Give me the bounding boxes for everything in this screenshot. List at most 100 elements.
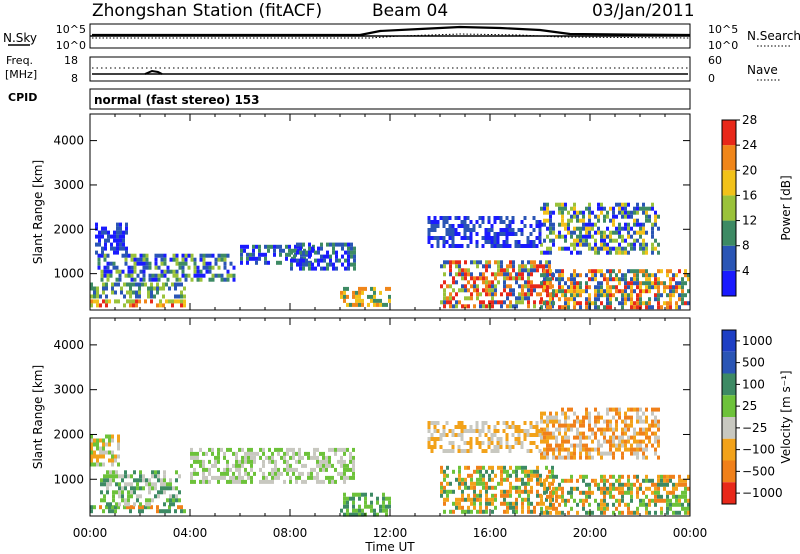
heatmap-cell (558, 452, 561, 456)
heatmap-cell (621, 203, 624, 207)
heatmap-cell (654, 297, 657, 301)
heatmap-cell (320, 259, 323, 263)
heatmap-cell (156, 291, 159, 295)
heatmap-cell (561, 293, 564, 297)
heatmap-cell (512, 433, 515, 437)
heatmap-cell (165, 509, 168, 513)
heatmap-cell (280, 472, 283, 476)
heatmap-cell (340, 291, 343, 295)
heatmap-cell (555, 277, 558, 281)
heatmap-cell (654, 440, 657, 444)
heatmap-cell (561, 424, 564, 428)
heatmap-cell (274, 448, 277, 452)
heatmap-cell (597, 247, 600, 251)
heatmap-cell (143, 266, 146, 270)
heatmap-cell (555, 456, 558, 460)
heatmap-cell (573, 227, 576, 231)
heatmap-cell (558, 456, 561, 460)
heatmap-cell (105, 287, 108, 291)
heatmap-cell (467, 244, 470, 248)
heatmap-cell (645, 420, 648, 424)
heatmap-cell (675, 273, 678, 277)
heatmap-cell (651, 223, 654, 227)
heatmap-cell (603, 428, 606, 432)
heatmap-cell (546, 251, 549, 255)
heatmap-cell (633, 483, 636, 487)
heatmap-cell (591, 448, 594, 452)
heatmap-cell (112, 498, 115, 502)
heatmap-cell (143, 254, 146, 258)
heatmap-cell (166, 498, 169, 502)
heatmap-cell (654, 420, 657, 424)
heatmap-cell (612, 223, 615, 227)
heatmap-cell (527, 244, 530, 248)
heatmap-cell (558, 483, 561, 487)
heatmap-cell (579, 452, 582, 456)
heatmap-cell (119, 239, 122, 243)
heatmap-cell (349, 497, 352, 501)
colorbar-swatch (722, 271, 736, 296)
heatmap-cell (205, 476, 208, 480)
heatmap-cell (98, 258, 101, 262)
heatmap-cell (259, 468, 262, 472)
heatmap-cell (515, 429, 518, 433)
heatmap-cell (108, 439, 111, 443)
heatmap-cell (482, 474, 485, 478)
heatmap-cell (388, 505, 391, 509)
heatmap-cell (155, 258, 158, 262)
heatmap-cell (125, 251, 128, 255)
heatmap-cell (627, 231, 630, 235)
heatmap-cell (536, 421, 539, 425)
heatmap-cell (672, 289, 675, 293)
heatmap-cell (591, 301, 594, 305)
y-tick-label: 1000 (53, 472, 84, 486)
heatmap-cell (446, 228, 449, 232)
heatmap-cell (292, 472, 295, 476)
heatmap-cell (479, 292, 482, 296)
heatmap-cell (485, 288, 488, 292)
heatmap-cell (645, 277, 648, 281)
heatmap-cell (567, 301, 570, 305)
heatmap-cell (624, 223, 627, 227)
heatmap-cell (503, 244, 506, 248)
heatmap-cell (503, 510, 506, 514)
heatmap-cell (606, 479, 609, 483)
heatmap-cell (274, 460, 277, 464)
heatmap-cell (576, 273, 579, 277)
heatmap-cell (376, 303, 379, 307)
heatmap-cell (428, 445, 431, 449)
heatmap-cell (675, 301, 678, 305)
heatmap-cell (576, 444, 579, 448)
heatmap-cell (446, 490, 449, 494)
heatmap-cell (199, 464, 202, 468)
heatmap-cell (96, 455, 99, 459)
heatmap-cell (555, 487, 558, 491)
heatmap-cell (579, 219, 582, 223)
heatmap-cell (488, 474, 491, 478)
heatmap-cell (546, 247, 549, 251)
heatmap-cell (104, 243, 107, 247)
heatmap-cell (579, 499, 582, 503)
heatmap-cell (597, 444, 600, 448)
heatmap-cell (146, 262, 149, 266)
heatmap-cell (353, 263, 356, 267)
heatmap-cell (503, 232, 506, 236)
heatmap-cell (536, 292, 539, 296)
heatmap-cell (503, 280, 506, 284)
heatmap-cell (177, 295, 180, 299)
nsearch-label: N.Search (747, 29, 800, 43)
freq-tick-top: 18 (64, 54, 78, 67)
heatmap-cell (467, 304, 470, 308)
heatmap-cell (678, 511, 681, 515)
heatmap-cell (332, 243, 335, 247)
heatmap-cell (105, 295, 108, 299)
heatmap-cell (473, 502, 476, 506)
heatmap-cell (127, 494, 130, 498)
heatmap-cell (103, 494, 106, 498)
heatmap-cell (143, 262, 146, 266)
heatmap-cell (464, 296, 467, 300)
heatmap-cell (546, 436, 549, 440)
heatmap-cell (518, 264, 521, 268)
heatmap-cell (503, 466, 506, 470)
heatmap-cell (148, 498, 151, 502)
